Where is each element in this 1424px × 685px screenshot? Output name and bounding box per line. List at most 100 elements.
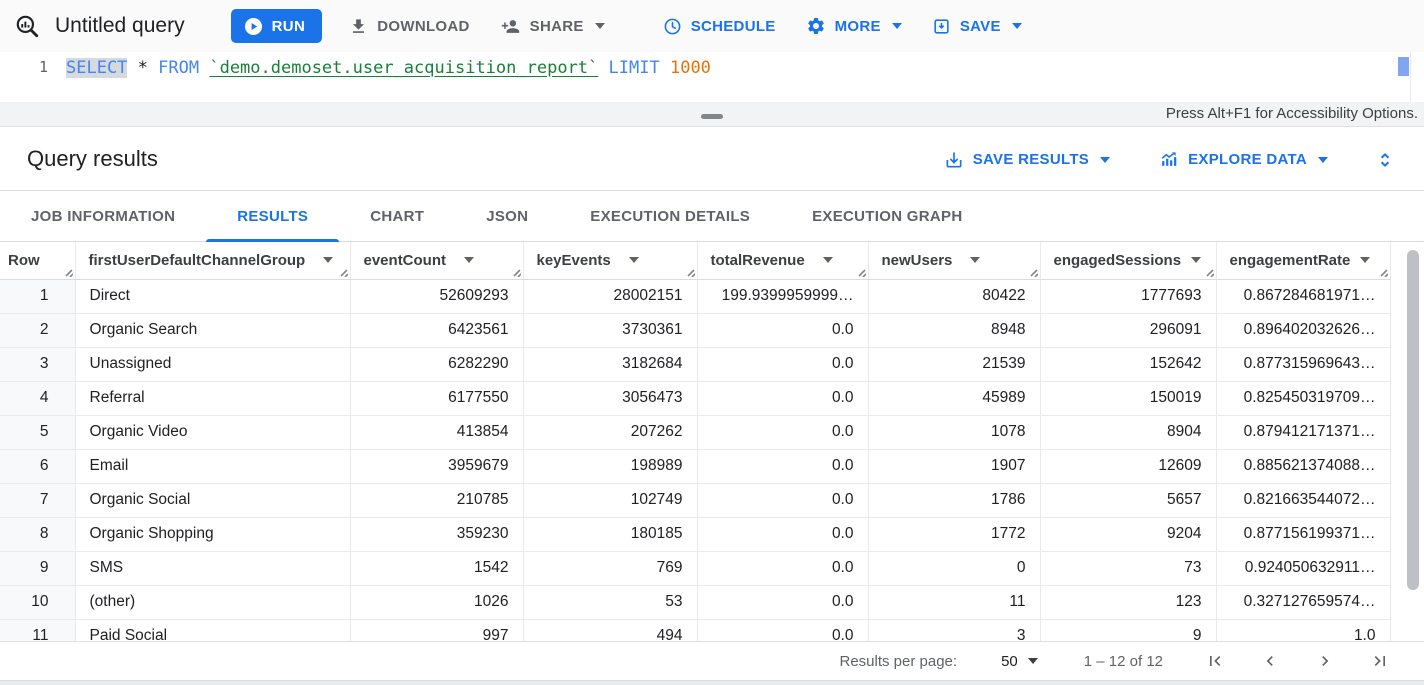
column-resize-handle[interactable] [510, 266, 521, 277]
schedule-button[interactable]: SCHEDULE [663, 17, 776, 36]
cell: 198989 [523, 449, 698, 484]
table-row: 5 Organic Video 413854 207262 0.0 1078 8904 0.8… [0, 415, 1391, 450]
chevron-down-icon [891, 23, 902, 29]
cell: (other) [75, 585, 351, 620]
results-table-body: 1 Direct 52609293 28002151 199.9399959999… 80… [0, 279, 1391, 641]
table-row: 4 Referral 6177550 3056473 0.0 45989 150019 0.8… [0, 381, 1391, 416]
cell: 150019 [1040, 381, 1217, 416]
column-menu-caret-icon[interactable] [628, 257, 639, 264]
table-row: 7 Organic Social 210785 102749 0.0 1786 5657 0.… [0, 483, 1391, 518]
chevron-left-icon[interactable] [1260, 651, 1280, 671]
results-per-page-label: Results per page: [839, 652, 958, 670]
column-resize-handle[interactable] [855, 266, 866, 277]
share-label: SHARE [529, 17, 584, 35]
cell: 28002151 [523, 279, 698, 314]
share-button[interactable]: SHARE [500, 17, 605, 36]
cell: 997 [350, 619, 524, 641]
column-menu-caret-icon[interactable] [464, 257, 474, 264]
row-number-cell: 5 [0, 415, 76, 450]
cell: 0.896402032626… [1216, 313, 1391, 348]
pager-controls [1205, 651, 1390, 671]
cell: 0.327127659574… [1216, 585, 1391, 620]
row-number-cell: 8 [0, 517, 76, 552]
column-resize-handle[interactable] [62, 266, 73, 277]
column-header-newUsers[interactable]: newUsers [868, 242, 1041, 280]
sql-code-line[interactable]: SELECT * FROM `demo.demoset.user_acquisi… [66, 56, 711, 80]
cell: 6423561 [350, 313, 524, 348]
column-menu-caret-icon[interactable] [822, 257, 833, 264]
sql-keyword-limit: LIMIT [608, 58, 660, 78]
sql-editor[interactable]: 1 SELECT * FROM `demo.demoset.user_acqui… [0, 52, 1424, 102]
tab-execution-graph[interactable]: EXECUTION GRAPH [812, 208, 963, 225]
tab-json[interactable]: JSON [486, 208, 529, 225]
column-header-engagementRate[interactable]: engagementRate [1216, 242, 1391, 280]
tab-results[interactable]: RESULTS [206, 192, 340, 242]
save-results-button[interactable]: SAVE RESULTS [944, 150, 1111, 170]
column-resize-handle[interactable] [337, 266, 348, 277]
cell: 8904 [1040, 415, 1217, 450]
table-row: 8 Organic Shopping 359230 180185 0.0 1772 9204… [0, 517, 1391, 552]
tab-execution-details[interactable]: EXECUTION DETAILS [590, 208, 751, 225]
chevron-down-icon [1027, 658, 1038, 664]
toolbar-actions: DOWNLOAD SHARE SCHEDULE MORE [349, 16, 1022, 36]
cell: 1078 [868, 415, 1041, 450]
column-resize-handle[interactable] [684, 266, 695, 277]
cell: 3959679 [350, 449, 524, 484]
table-scrollbar-thumb[interactable] [1407, 250, 1419, 590]
last-page-icon[interactable] [1370, 651, 1390, 671]
column-header-engagedSessions[interactable]: engagedSessions [1040, 242, 1217, 280]
cell: 0 [868, 551, 1041, 586]
run-button[interactable]: RUN [230, 9, 323, 43]
cell: 0.885621374088… [1216, 449, 1391, 484]
table-row: 1 Direct 52609293 28002151 199.9399959999… 80… [0, 279, 1391, 314]
cell: 80422 [868, 279, 1041, 314]
cell: 0.0 [697, 381, 869, 416]
cell: 9204 [1040, 517, 1217, 552]
row-number-cell: 6 [0, 449, 76, 484]
column-resize-handle[interactable] [1377, 266, 1388, 277]
download-button[interactable]: DOWNLOAD [349, 17, 469, 36]
more-button[interactable]: MORE [806, 16, 902, 36]
page-size-select[interactable]: 50 [1001, 653, 1038, 670]
gear-icon [806, 16, 826, 36]
column-resize-handle[interactable] [1203, 266, 1214, 277]
cell: 6177550 [350, 381, 524, 416]
cell: 210785 [350, 483, 524, 518]
sql-keyword-from: FROM [158, 58, 200, 78]
explore-data-label: EXPLORE DATA [1188, 151, 1307, 168]
column-menu-caret-icon[interactable] [1360, 257, 1371, 264]
cell: 0.0 [697, 483, 869, 518]
column-header-totalRevenue[interactable]: totalRevenue [697, 242, 869, 280]
column-header-firstUserDefaultChannelGroup[interactable]: firstUserDefaultChannelGroup [75, 242, 351, 280]
tab-chart[interactable]: CHART [370, 208, 425, 225]
cell: 0.0 [697, 449, 869, 484]
page-range: 1 – 12 of 12 [1083, 652, 1163, 670]
query-title: Untitled query [55, 14, 185, 37]
explore-data-button[interactable]: EXPLORE DATA [1158, 150, 1328, 169]
cell: 53 [523, 585, 698, 620]
cell: 0.0 [697, 619, 869, 641]
query-results-title: Query results [27, 146, 158, 171]
row-number-cell: 2 [0, 313, 76, 348]
expand-panel-button[interactable] [1376, 150, 1394, 170]
chevron-right-icon[interactable] [1315, 651, 1335, 671]
sql-table-reference[interactable]: `demo.demoset.user_acquisition_report` [209, 58, 599, 78]
query-magnifier-icon [14, 13, 40, 39]
first-page-icon[interactable] [1205, 651, 1225, 671]
save-button[interactable]: SAVE [932, 17, 1022, 36]
tab-job-information[interactable]: JOB INFORMATION [31, 208, 176, 225]
cell: 0.877156199371… [1216, 517, 1391, 552]
panel-drag-handle[interactable] [701, 114, 723, 119]
save-icon [932, 17, 951, 36]
table-row: 6 Email 3959679 198989 0.0 1907 12609 0.8856213… [0, 449, 1391, 484]
column-menu-caret-icon[interactable] [970, 257, 981, 264]
editor-scrollbar-thumb[interactable] [1398, 57, 1409, 76]
column-header-eventCount[interactable]: eventCount [350, 242, 524, 280]
column-menu-caret-icon[interactable] [1191, 257, 1202, 264]
column-resize-handle[interactable] [1027, 266, 1038, 277]
cell: 207262 [523, 415, 698, 450]
cell: 0.879412171371… [1216, 415, 1391, 450]
cell: SMS [75, 551, 351, 586]
column-header-keyEvents[interactable]: keyEvents [523, 242, 698, 280]
column-menu-caret-icon[interactable] [323, 257, 334, 264]
